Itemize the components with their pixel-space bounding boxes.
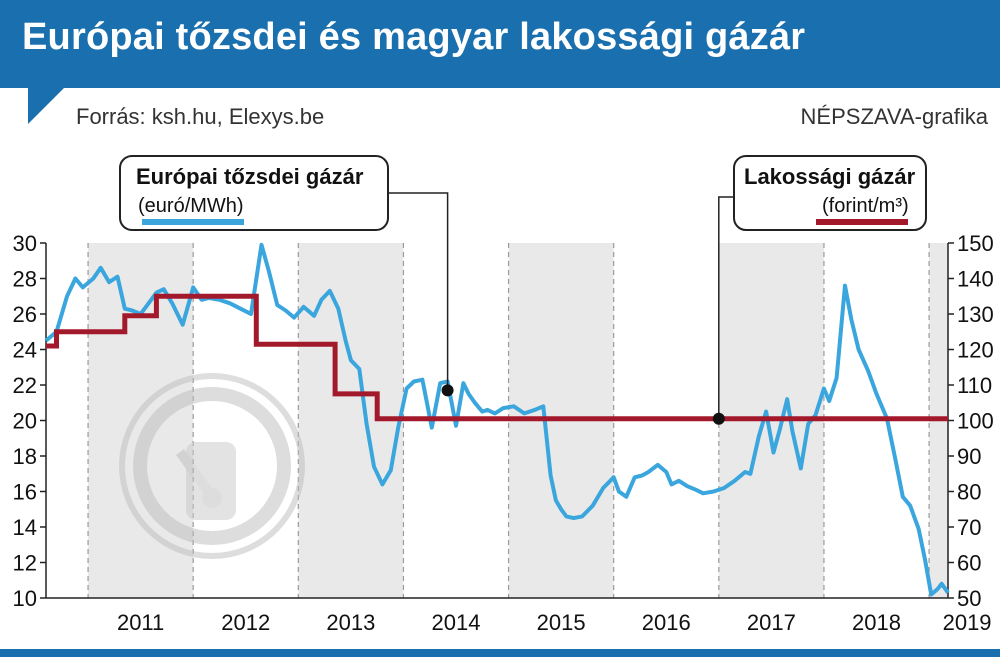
page-title: Európai tőzsdei és magyar lakossági gázá… [22, 16, 806, 58]
y-right-tick-label: 150 [957, 231, 994, 256]
y-left-tick-label: 28 [13, 267, 37, 292]
legend-unit-household-price: (forint/m³) [822, 195, 909, 217]
y-right-tick-label: 120 [957, 338, 994, 363]
series-line-household-price [46, 293, 948, 422]
x-tick-label: 2015 [537, 610, 586, 635]
y-left-tick-label: 24 [13, 338, 37, 363]
x-tick-label: 2016 [642, 610, 691, 635]
legend-box-household-price: Lakossági gázár (forint/m³) [733, 155, 927, 231]
axes: 10 12 14 16 18 20 22 24 26 28 30 50 60 70 80 90 100 110 12… [13, 231, 994, 635]
x-tick-label: 2011 [117, 610, 164, 635]
y-left-tick-label: 18 [13, 444, 37, 469]
x-tick-label: 2019 [943, 610, 992, 635]
legend-label-market-price: Európai tőzsdei gázár [136, 164, 364, 189]
callouts [388, 192, 734, 425]
credit-note: NÉPSZAVA-grafika [800, 104, 988, 129]
y-right-tick-label: 80 [957, 480, 981, 505]
y-left-tick-label: 30 [13, 231, 37, 256]
x-tick-label: 2012 [221, 610, 270, 635]
y-right-tick-label: 60 [957, 551, 981, 576]
y-left-tick-label: 26 [13, 302, 37, 327]
y-right-tick-label: 140 [957, 267, 994, 292]
y-right-tick-label: 110 [957, 373, 992, 398]
legend-box-market-price: Európai tőzsdei gázár (euró/MWh) [119, 155, 389, 231]
legend-label-household-price: Lakossági gázár [744, 164, 916, 189]
y-right-tick-label: 100 [957, 409, 994, 434]
callout-dot-market-price [441, 384, 454, 397]
callout-line-market-price [388, 192, 449, 391]
callout-dot-household-price [712, 412, 725, 425]
y-left-tick-label: 20 [13, 409, 37, 434]
gauge-watermark-icon [119, 373, 305, 559]
legend-unit-market-price: (euró/MWh) [138, 195, 244, 217]
x-tick-label: 2013 [326, 610, 375, 635]
y-right-tick-label: 50 [957, 586, 981, 611]
year-shade-2011 [88, 243, 194, 598]
y-left-tick-label: 16 [13, 480, 37, 505]
y-left-tick-label: 22 [13, 373, 37, 398]
x-tick-label: 2018 [852, 610, 901, 635]
x-tick-label: 2014 [432, 610, 481, 635]
series [44, 242, 950, 597]
x-tick-label: 2017 [747, 610, 796, 635]
y-right-tick-label: 90 [957, 444, 981, 469]
y-left-tick-label: 12 [13, 551, 37, 576]
y-left-tick-label: 14 [13, 515, 37, 540]
y-right-tick-label: 70 [957, 515, 981, 540]
title-bar-notch [28, 88, 64, 124]
title-bar [0, 0, 1000, 88]
source-note: Forrás: ksh.hu, Elexys.be [76, 104, 325, 129]
callout-line-household-price [718, 196, 734, 419]
y-right-tick-label: 130 [957, 302, 994, 327]
y-left-tick-label: 10 [13, 586, 37, 611]
bottom-bar [0, 649, 1000, 657]
